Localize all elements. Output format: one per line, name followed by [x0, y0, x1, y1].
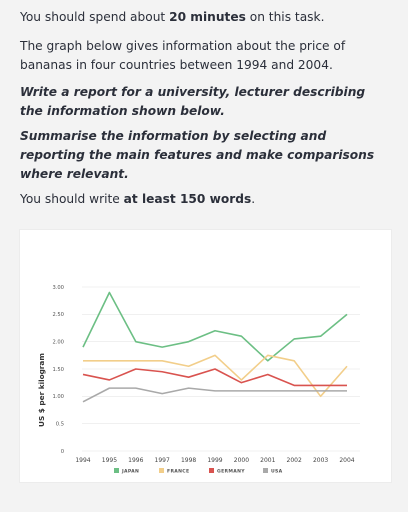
- chart-legend: JAPAN FRANCE GERMANY USA: [114, 468, 283, 474]
- legend-label-france: FRANCE: [167, 468, 189, 474]
- y-tick-label: 0: [61, 449, 64, 455]
- task-description: The graph below gives information about …: [20, 39, 346, 72]
- x-tick-label: 2003: [313, 457, 328, 464]
- legend-label-germany: GERMANY: [217, 468, 245, 474]
- legend-swatch-japan: [114, 468, 119, 473]
- x-tick-label: 1994: [75, 457, 90, 464]
- x-axis-ticks: 1994 1995 1996 1997 1998 1999 2000 2001 2002 2003…: [75, 457, 354, 464]
- x-tick-label: 1998: [181, 457, 196, 464]
- chart-series-lines: [82, 291, 348, 403]
- time-text-bold: 20 minutes: [169, 10, 246, 24]
- y-tick-label: 0.5: [56, 421, 64, 427]
- word-count-bold: at least 150 words: [123, 192, 252, 206]
- time-text-post: on this task.: [245, 10, 325, 24]
- x-tick-label: 2004: [339, 457, 354, 464]
- x-tick-label: 2000: [234, 457, 249, 464]
- word-count-instruction: You should write at least 150 words.: [20, 190, 392, 209]
- word-count-post: .: [251, 192, 256, 206]
- summary-instruction: Summarise the information by selecting a…: [20, 129, 375, 181]
- chart-card: 0 0.5 1.00 1.50 2.00 2.50 3.00 1994 1995 1996 199…: [20, 230, 391, 482]
- word-count-pre: You should write: [20, 192, 124, 206]
- y-axis-label: US $ per kilogram: [37, 353, 46, 427]
- banana-price-line-chart: 00.51.001.502.002.503.00 1994 1995 1996 199…: [37, 285, 360, 474]
- x-tick-label: 2002: [287, 457, 302, 464]
- x-tick-label: 1999: [207, 457, 222, 464]
- y-tick-label: 2.50: [52, 312, 64, 318]
- x-tick-label: 1995: [102, 457, 117, 464]
- x-tick-label: 2001: [260, 457, 275, 464]
- y-tick-label: 2.00: [52, 339, 64, 345]
- series-line-france: [83, 354, 348, 398]
- series-line-japan: [82, 291, 348, 362]
- chart-grid: [82, 286, 360, 452]
- legend-swatch-germany: [209, 468, 214, 473]
- y-axis-ticks: 0 0.5 1.00 1.50 2.00 2.50 3.00: [52, 285, 64, 455]
- legend-label-japan: JAPAN: [121, 468, 139, 474]
- y-tick-label: 1.50: [52, 367, 64, 373]
- y-tick-label: 3.00: [52, 285, 64, 291]
- series-line-usa: [82, 387, 347, 403]
- x-tick-label: 1996: [128, 457, 143, 464]
- legend-swatch-usa: [263, 468, 268, 473]
- series-line-germany: [82, 368, 347, 387]
- writing-instruction: Write a report for a university, lecture…: [20, 85, 366, 118]
- legend-label-usa: USA: [271, 468, 283, 474]
- legend-swatch-france: [159, 468, 164, 473]
- task-instructions: You should spend about 20 minutes on thi…: [20, 8, 392, 209]
- time-text-pre: You should spend about: [20, 10, 170, 24]
- x-tick-label: 1997: [155, 457, 170, 464]
- y-tick-label: 1.00: [52, 394, 64, 400]
- time-instruction: You should spend about 20 minutes on thi…: [20, 8, 392, 27]
